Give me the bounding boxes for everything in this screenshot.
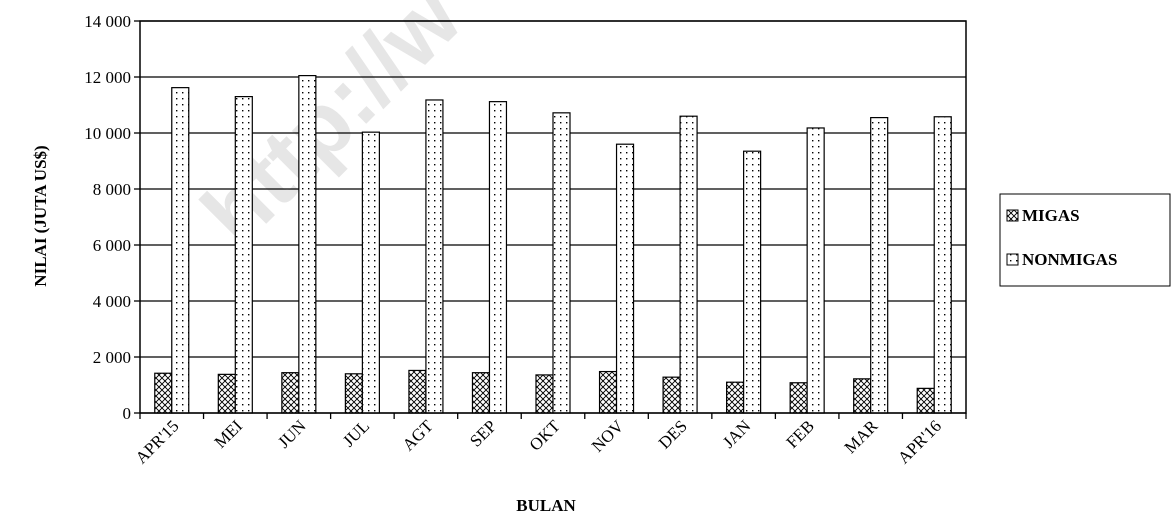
migas-bar xyxy=(917,388,934,413)
x-tick-label: AGT xyxy=(399,416,438,455)
legend-swatch-migas xyxy=(1007,210,1018,221)
nonmigas-bar xyxy=(299,76,316,413)
nonmigas-bar xyxy=(617,144,634,413)
migas-bar xyxy=(218,374,235,413)
x-tick-label: MEI xyxy=(211,416,247,452)
x-tick-label: OKT xyxy=(526,416,565,455)
x-tick-labels: APR'15 MEI JUN JUL AGT SEP OKT NOV DES JAN FEB MAR A… xyxy=(132,416,945,468)
x-tick-label: APR'16 xyxy=(894,416,945,467)
migas-bar xyxy=(472,373,489,413)
x-tick-label: DES xyxy=(655,416,691,452)
x-tick-label: JUN xyxy=(274,416,309,451)
x-tick-label: APR'15 xyxy=(132,416,183,467)
x-axis-title: BULAN xyxy=(516,496,576,515)
migas-bar xyxy=(727,382,744,413)
migas-bar xyxy=(155,373,172,413)
x-tick-label: MAR xyxy=(841,416,882,457)
nonmigas-bar xyxy=(235,97,252,413)
y-tick-label: 4 000 xyxy=(93,292,131,311)
y-tick-label: 2 000 xyxy=(93,348,131,367)
y-tick-label: 6 000 xyxy=(93,236,131,255)
y-tick-label: 14 000 xyxy=(84,12,131,31)
x-tick-label: FEB xyxy=(782,416,817,451)
legend-label-migas: MIGAS xyxy=(1022,206,1080,225)
legend: MIGAS NONMIGAS xyxy=(1000,194,1170,286)
y-tick-labels: 0 2 000 4 000 6 000 8 000 10 000 12 000 14 000 xyxy=(84,12,131,423)
x-tick-label: JAN xyxy=(719,416,754,451)
y-tick-label: 12 000 xyxy=(84,68,131,87)
nonmigas-bar xyxy=(744,151,761,413)
migas-bar xyxy=(409,370,426,413)
migas-bar xyxy=(600,372,617,413)
nonmigas-bar xyxy=(489,102,506,413)
migas-bar xyxy=(345,374,362,413)
y-tick-label: 10 000 xyxy=(84,124,131,143)
nonmigas-bar xyxy=(934,117,951,413)
migas-bar xyxy=(854,379,871,413)
migas-bar xyxy=(536,375,553,413)
y-tick-label: 8 000 xyxy=(93,180,131,199)
nonmigas-bar xyxy=(362,132,379,413)
x-tick-label: NOV xyxy=(588,416,628,456)
y-axis-title: NILAI (JUTA US$) xyxy=(31,145,50,286)
x-tick-label: JUL xyxy=(339,416,373,450)
migas-bar xyxy=(282,373,299,413)
nonmigas-bar xyxy=(680,116,697,413)
migas-bar xyxy=(663,377,680,413)
legend-label-nonmigas: NONMIGAS xyxy=(1022,250,1117,269)
nonmigas-bar xyxy=(553,113,570,413)
nonmigas-bar xyxy=(871,118,888,413)
nonmigas-bar xyxy=(172,88,189,413)
nonmigas-bar xyxy=(426,100,443,413)
legend-swatch-nonmigas xyxy=(1007,254,1018,265)
y-tick-label: 0 xyxy=(123,404,132,423)
migas-bar xyxy=(790,383,807,413)
x-tick-label: SEP xyxy=(466,416,500,450)
nonmigas-bar xyxy=(807,128,824,413)
